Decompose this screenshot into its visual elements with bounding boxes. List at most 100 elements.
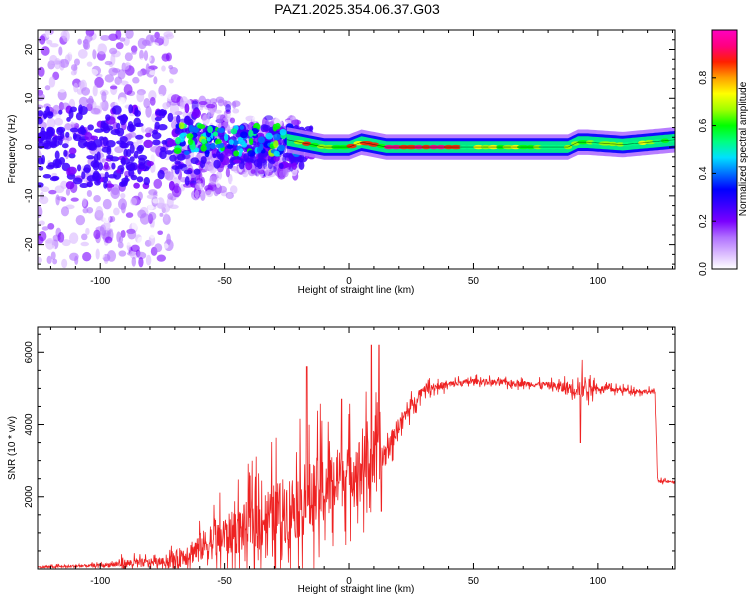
spectral-blob [136, 251, 147, 260]
spectral-blob [83, 142, 92, 147]
spectral-blob [125, 149, 132, 158]
spectral-blob [102, 212, 111, 224]
y-tick-label: -10 [24, 188, 35, 203]
spectral-blob [95, 248, 100, 260]
spectral-blob [40, 126, 45, 136]
spectral-blob [118, 83, 124, 91]
spectral-blob [158, 84, 167, 97]
spectral-blob [54, 150, 60, 160]
spectral-blob [167, 112, 174, 123]
spectral-blob [157, 230, 164, 235]
spectral-blob [85, 227, 90, 236]
snr-x-axis-label: Height of straight line (km) [298, 584, 415, 595]
spectral-blob [173, 147, 182, 154]
spectral-blob [92, 85, 98, 97]
spectral-blob [90, 107, 101, 115]
spectral-blob [240, 131, 248, 139]
spectral-blob [225, 167, 231, 178]
figure-title: PAZ1.2025.354.06.37.G03 [274, 1, 440, 17]
spectral-blob [137, 236, 144, 246]
spectral-blob [116, 168, 122, 174]
spectral-blob [47, 111, 53, 117]
spectrogram-x-axis-label: Height of straight line (km) [298, 285, 415, 296]
spectral-blob [237, 136, 244, 143]
spectral-blob [108, 33, 118, 41]
spectral-blob [102, 126, 111, 134]
spectral-blob [120, 142, 129, 149]
spectral-blob [178, 122, 185, 130]
spectral-blob [157, 36, 165, 43]
spectral-blob [169, 67, 178, 75]
spectral-blob [145, 105, 152, 118]
spectral-blob [52, 104, 60, 115]
spectral-blob [40, 154, 46, 165]
spectral-blob [170, 94, 181, 104]
spectrogram-y-axis-label: Frequency (Hz) [7, 115, 18, 184]
spectral-blob [93, 229, 101, 240]
spectral-blob [48, 189, 57, 195]
spectral-blob [128, 104, 134, 114]
spectral-blob [88, 95, 94, 108]
spectral-blob [138, 163, 146, 170]
spectral-blob [65, 131, 70, 138]
spectral-blob [155, 109, 165, 116]
spectral-blob [254, 166, 261, 177]
spectral-blob [163, 213, 169, 222]
spectral-blob [150, 146, 160, 153]
spectrogram-x-tick-labels: -100 -50 0 50 100 [90, 276, 606, 287]
spectral-blob [250, 169, 256, 174]
spectral-blob [192, 126, 200, 134]
x-tick-label: 0 [346, 576, 352, 587]
spectral-blob [51, 94, 56, 104]
spectral-blob [87, 124, 94, 131]
spectral-blob [73, 134, 82, 142]
spectral-blob [213, 159, 221, 169]
spectral-blob [103, 161, 109, 170]
spectral-blob [100, 34, 110, 41]
spectral-blob [92, 49, 97, 60]
snr-ticks [38, 327, 675, 569]
y-tick-label: 2000 [24, 485, 35, 508]
spectral-blob [245, 160, 253, 171]
spectral-blob [46, 39, 53, 45]
spectral-blob [143, 139, 153, 149]
spectral-blob [133, 182, 140, 189]
spectral-blob [200, 144, 207, 152]
spectral-blob [200, 156, 207, 165]
spectral-blob [159, 185, 166, 198]
spectral-blob [125, 212, 134, 218]
spectral-blob [44, 85, 51, 91]
spectral-blob [257, 170, 266, 175]
spectral-blob [145, 254, 152, 266]
spectral-blob [78, 96, 89, 107]
spectral-blob [248, 129, 254, 138]
spectral-blob [138, 157, 146, 166]
spectral-blob [145, 127, 153, 134]
spectral-blob [152, 139, 161, 146]
spectral-blob [39, 35, 46, 45]
spectral-blob [119, 37, 126, 42]
spectral-blob [127, 228, 137, 240]
spectral-blob [63, 149, 68, 157]
spectral-blob [80, 241, 89, 247]
spectral-blob [232, 108, 240, 114]
spectral-ridge-middle [286, 133, 675, 153]
spectral-blob [65, 215, 72, 225]
spectral-blob [68, 49, 78, 55]
spectral-blob [138, 256, 144, 268]
spectral-blob [148, 65, 158, 70]
x-tick-label: 100 [590, 276, 607, 287]
spectral-blob [49, 54, 58, 65]
spectral-blob [128, 123, 135, 132]
spectral-blob [273, 150, 280, 157]
spectral-blob [262, 124, 271, 132]
spectral-blob [56, 127, 64, 135]
spectral-blob [79, 182, 89, 189]
spectral-blob [66, 117, 71, 122]
spectral-blob [229, 156, 237, 166]
spectral-blob [139, 49, 144, 61]
spectral-blob [149, 96, 156, 106]
spectral-blob [257, 136, 265, 144]
spectral-blob [216, 171, 223, 180]
